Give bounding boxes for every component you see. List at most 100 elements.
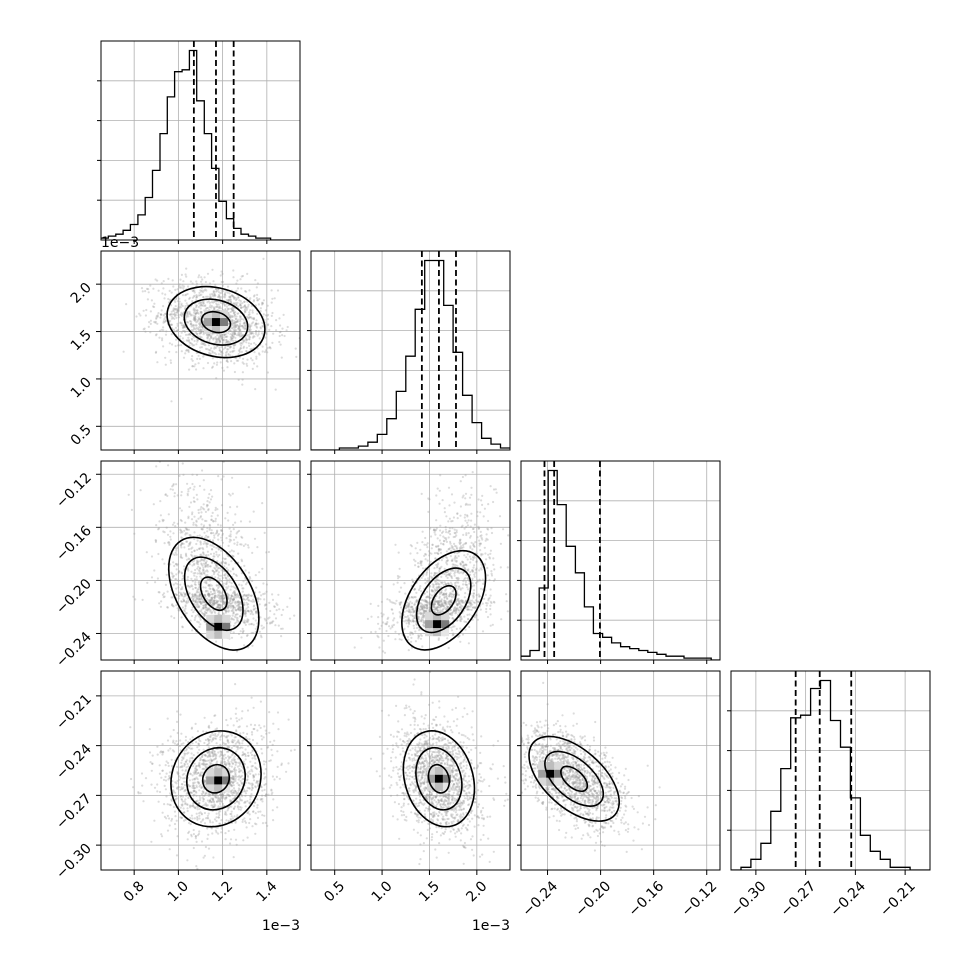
sample-point — [228, 534, 231, 538]
sample-point — [158, 602, 161, 605]
sample-point — [433, 567, 436, 570]
sample-point — [125, 303, 128, 306]
sample-point — [179, 286, 182, 289]
sample-point — [190, 358, 193, 361]
sample-point — [235, 616, 238, 619]
sample-point — [202, 566, 205, 569]
sample-point — [202, 599, 205, 602]
sample-point — [434, 599, 437, 602]
sample-point — [226, 341, 229, 344]
sample-point — [163, 595, 166, 598]
sample-point — [271, 297, 274, 300]
sample-point — [423, 605, 426, 608]
sample-point — [518, 520, 520, 522]
sample-point — [212, 599, 215, 602]
sample-point — [212, 290, 215, 293]
sample-point — [180, 530, 183, 533]
sample-point — [181, 556, 184, 560]
sample-point — [193, 308, 196, 311]
sample-point — [185, 528, 189, 531]
sample-point — [194, 319, 197, 322]
sample-point — [409, 552, 412, 555]
sample-point — [181, 606, 184, 609]
sample-point — [191, 344, 194, 347]
sample-point — [422, 605, 425, 608]
sample-point — [171, 485, 174, 488]
sample-point — [156, 314, 159, 317]
sample-point — [391, 601, 394, 604]
sample-point — [263, 598, 266, 601]
sample-point — [481, 602, 484, 605]
sample-point — [382, 639, 385, 642]
sample-point — [168, 542, 171, 545]
sample-point — [430, 588, 433, 592]
sample-point — [247, 609, 250, 612]
sample-point — [460, 616, 463, 619]
sample-point — [199, 304, 202, 307]
sample-point — [233, 344, 236, 347]
sample-point — [487, 597, 490, 601]
sample-point — [216, 600, 219, 603]
sample-point — [221, 284, 224, 287]
sample-point — [254, 619, 257, 622]
sample-point — [187, 490, 190, 493]
sample-point — [210, 518, 213, 521]
sample-point — [425, 607, 428, 610]
sample-point — [477, 593, 480, 596]
sample-point — [184, 739, 187, 742]
sample-point — [236, 600, 239, 603]
sample-point — [452, 547, 455, 551]
sample-point — [443, 510, 446, 514]
sample-point — [196, 309, 199, 312]
sample-point — [453, 531, 456, 535]
sample-point — [225, 340, 228, 344]
sample-point — [447, 582, 450, 585]
sample-point — [175, 311, 179, 314]
sample-point — [178, 297, 181, 300]
sample-point — [247, 599, 250, 602]
sample-point — [237, 608, 240, 611]
sample-point — [177, 328, 180, 331]
sample-point — [199, 515, 203, 518]
sample-point — [175, 549, 178, 552]
sample-point — [204, 510, 207, 513]
sample-point — [185, 302, 188, 305]
sample-point — [428, 498, 431, 501]
sample-point — [219, 597, 223, 600]
sample-point — [444, 525, 447, 529]
sample-point — [210, 532, 213, 535]
sample-point — [182, 287, 185, 290]
sample-point — [211, 366, 214, 369]
sample-point — [454, 554, 457, 558]
sample-point — [457, 600, 460, 603]
sample-point — [207, 599, 210, 602]
sample-point — [419, 637, 423, 640]
sample-point — [193, 537, 196, 541]
sample-point — [202, 551, 205, 554]
sample-point — [175, 562, 178, 566]
sample-point — [465, 583, 469, 587]
sample-point — [200, 311, 203, 314]
sample-point — [246, 811, 249, 815]
sample-point — [236, 593, 239, 596]
sample-point — [206, 608, 209, 611]
sample-point — [450, 493, 454, 496]
sample-point — [436, 609, 439, 612]
sample-point — [194, 312, 197, 315]
sample-point — [133, 532, 136, 535]
sample-point — [252, 631, 255, 635]
sample-point — [435, 600, 438, 603]
sample-point — [167, 541, 170, 544]
sample-point — [456, 604, 459, 607]
sample-point — [463, 620, 466, 623]
sample-point — [232, 604, 235, 608]
sample-point — [475, 594, 478, 597]
sample-point — [464, 583, 467, 586]
sample-point — [145, 308, 148, 312]
sample-point — [176, 307, 179, 310]
sample-point — [216, 601, 219, 604]
sample-point — [181, 625, 184, 628]
sample-point — [458, 606, 461, 609]
sample-point — [270, 325, 273, 328]
sample-point — [444, 582, 447, 586]
